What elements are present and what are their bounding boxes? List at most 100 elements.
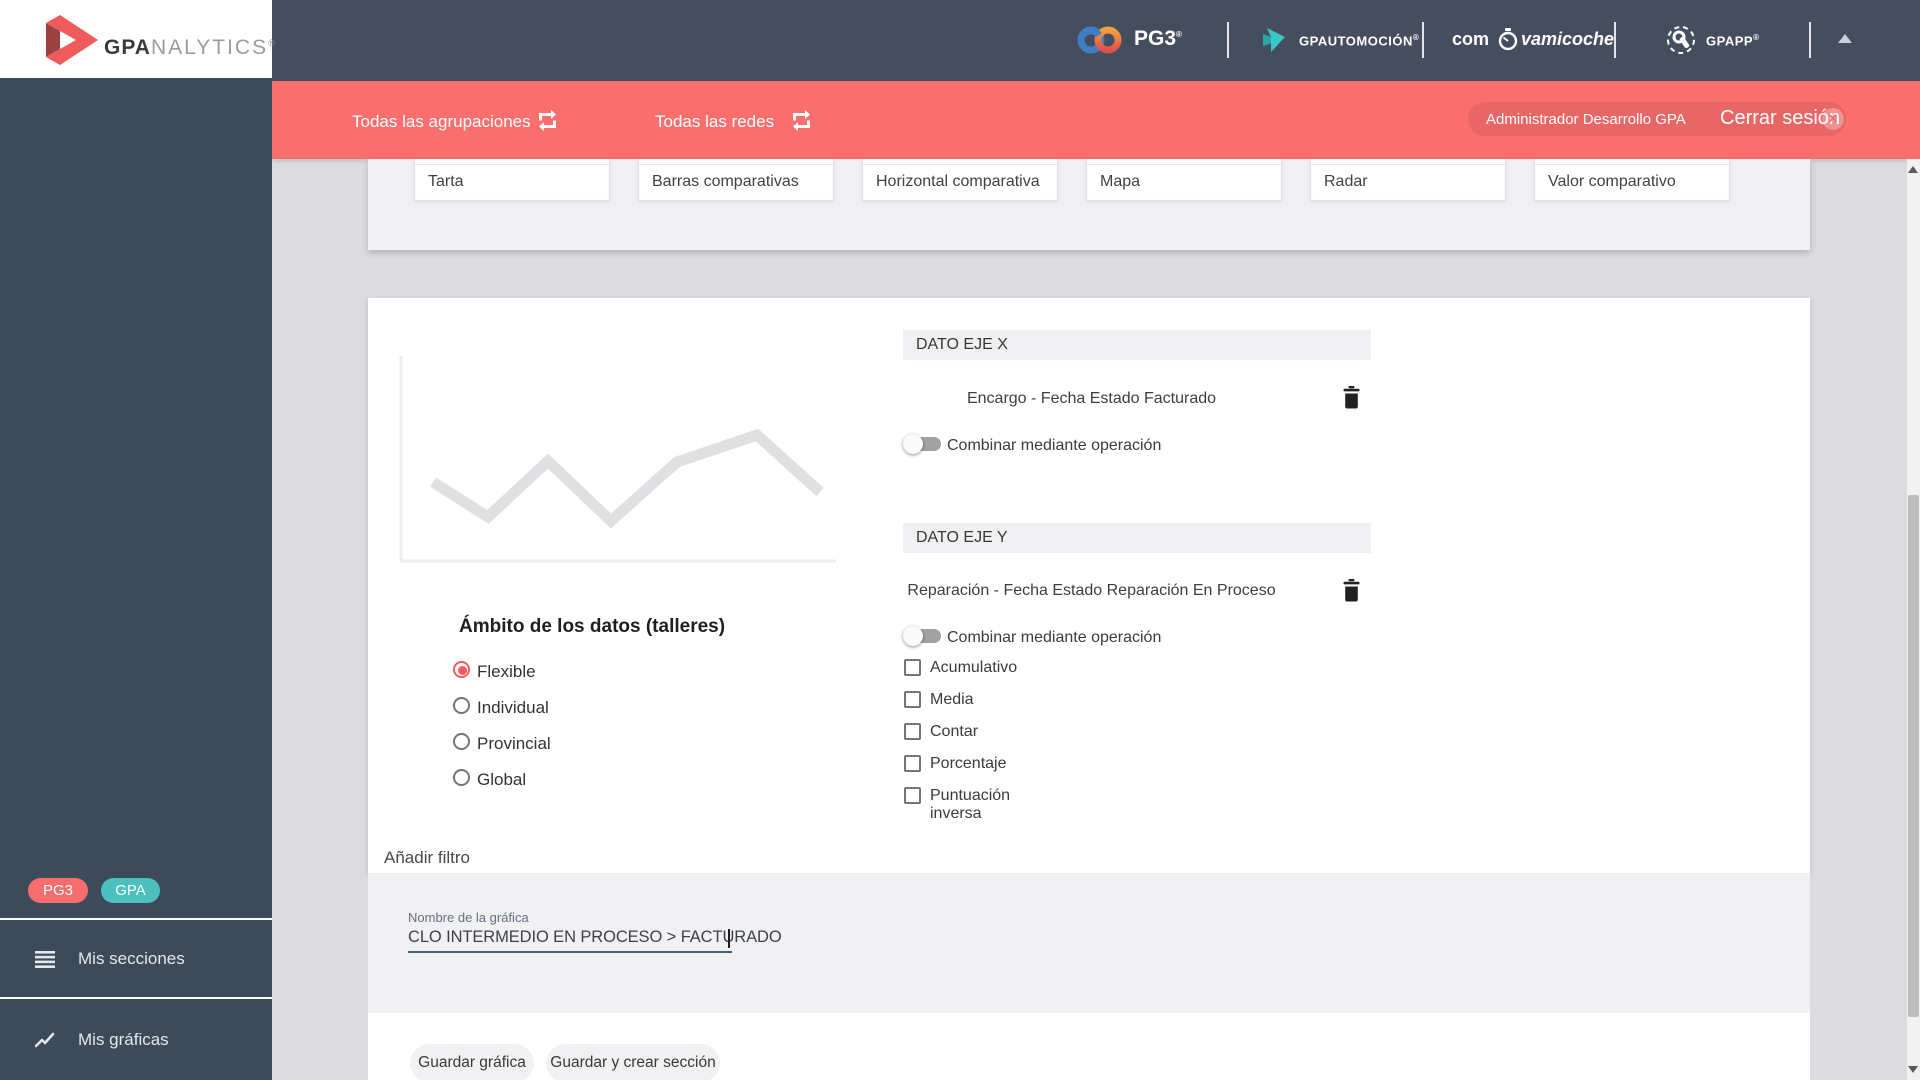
brand-reg: ® — [268, 38, 276, 48]
groupings-selector[interactable]: Todas las agrupaciones — [352, 112, 531, 131]
brand-light-text: NALYTICS — [150, 36, 269, 59]
gpapp-label[interactable]: GPAPP® — [1706, 33, 1759, 48]
card-label: Horizontal comparativa — [876, 173, 1040, 190]
gpanalytics-logo-icon — [46, 15, 100, 70]
swap-networks-icon[interactable] — [790, 110, 813, 136]
logout-button[interactable]: Cerrar sesión — [1720, 107, 1841, 129]
chart-name-section: Nombre de la gráfica CLO INTERMEDIO EN P… — [368, 873, 1810, 1013]
chart-type-card-tarta[interactable]: Tarta — [414, 159, 610, 201]
pg3-logo-icon[interactable] — [1077, 23, 1123, 62]
axis-y-combine-toggle[interactable] — [903, 626, 943, 646]
scrollbar-thumb[interactable] — [1908, 495, 1919, 1017]
sidebar-item-mis-secciones[interactable]: Mis secciones — [0, 920, 272, 997]
radio-individual[interactable] — [453, 697, 470, 714]
comprova-com-text: com — [1452, 29, 1490, 49]
sidebar-item-label: Mis gráficas — [78, 1030, 169, 1049]
user-session-pill: Administrador Desarrollo GPA Cerrar sesi… — [1468, 102, 1846, 136]
brand-logo-text: GPANALYTICS® — [104, 36, 276, 60]
trend-chart-icon — [34, 1032, 55, 1053]
swap-groupings-icon[interactable] — [536, 110, 559, 136]
axis-y-delete-trash-icon[interactable] — [1343, 579, 1360, 602]
line-chart-preview-icon — [399, 350, 839, 570]
brand-logo-box[interactable]: GPANALYTICS® — [0, 0, 275, 78]
radio-provincial[interactable] — [453, 733, 470, 750]
radio-global[interactable] — [453, 769, 470, 786]
vertical-scrollbar[interactable] — [1907, 159, 1920, 1080]
axis-x-combine-toggle[interactable] — [903, 434, 943, 454]
top-header — [0, 0, 1920, 81]
axis-x-select[interactable]: Encargo - Fecha Estado Facturado — [966, 390, 1217, 407]
checkbox-contar[interactable] — [904, 723, 921, 740]
pg3-label[interactable]: PG3® — [1134, 27, 1182, 51]
scroll-up-arrow-icon[interactable] — [1908, 166, 1918, 173]
gpapp-logo-icon[interactable] — [1666, 25, 1696, 60]
gpautomocion-logo-icon[interactable] — [1261, 26, 1289, 59]
card-label: Radar — [1324, 173, 1368, 190]
collapse-header-arrow-icon[interactable] — [1838, 34, 1852, 43]
gpautomocion-text: GPAUTOMOCIÓN — [1299, 33, 1413, 49]
axis-y-header: DATO EJE Y — [903, 523, 1371, 553]
logout-x-icon[interactable]: ✕ — [1822, 108, 1844, 130]
axis-x-delete-trash-icon[interactable] — [1343, 386, 1360, 409]
gpautomocion-reg: ® — [1412, 33, 1420, 42]
networks-selector[interactable]: Todas las redes — [655, 112, 775, 131]
checkbox-porcentaje[interactable] — [904, 755, 921, 772]
header-separator — [1809, 22, 1811, 58]
chart-type-card-horizontal[interactable]: Horizontal comparativa — [862, 159, 1058, 201]
gpautomocion-label[interactable]: GPAUTOMOCIÓN® — [1299, 33, 1419, 48]
checkbox-acumulativo[interactable] — [904, 659, 921, 676]
checkbox-media[interactable] — [904, 691, 921, 708]
card-divider — [1087, 164, 1281, 165]
chart-type-card-radar[interactable]: Radar — [1310, 159, 1506, 201]
pg3-reg: ® — [1176, 30, 1182, 39]
header-separator — [1614, 22, 1616, 58]
chart-name-input[interactable]: CLO INTERMEDIO EN PROCESO > FACTURADO — [408, 928, 782, 946]
comprova-vamicoche-text: vamicoche — [1521, 29, 1615, 49]
chart-type-card-valor[interactable]: Valor comparativo — [1534, 159, 1730, 201]
gpapp-text: GPAPP — [1706, 33, 1754, 49]
chart-type-card-mapa[interactable]: Mapa — [1086, 159, 1282, 201]
pg3-text: PG3 — [1134, 27, 1177, 50]
axis-y-select[interactable]: Reparación - Fecha Estado Reparación En … — [907, 582, 1276, 599]
checkbox-puntuacion-inversa[interactable] — [904, 787, 921, 804]
sidebar-item-label: Mis secciones — [78, 949, 185, 968]
card-label: Tarta — [428, 173, 464, 190]
sidebar: PG3 GPA Mis secciones Mis gráficas — [0, 78, 272, 1080]
chart-type-card-barras[interactable]: Barras comparativas — [638, 159, 834, 201]
sidebar-divider — [0, 997, 272, 999]
axis-x-combine-label: Combinar mediante operación — [947, 437, 1162, 454]
input-underline — [408, 951, 732, 953]
chart-config-panel: Ámbito de los datos (talleres) Flexible … — [368, 298, 1810, 873]
card-divider — [415, 164, 609, 165]
filter-bar: Todas las agrupaciones Todas las redes A… — [272, 81, 1920, 159]
chart-type-panel: Tarta Barras comparativas Horizontal com… — [368, 159, 1810, 250]
checkbox-label: Puntuación inversa — [930, 787, 1011, 822]
user-name: Administrador Desarrollo GPA — [1486, 111, 1686, 128]
comprovamicoche-label-2[interactable]: vamicoche — [1521, 29, 1614, 50]
save-chart-button[interactable]: Guardar gráfica — [410, 1044, 534, 1080]
scroll-down-arrow-icon[interactable] — [1908, 1066, 1918, 1073]
checkbox-label: Contar — [930, 723, 979, 740]
axis-x-header: DATO EJE X — [903, 330, 1371, 360]
text-cursor — [728, 929, 730, 948]
radio-label: Individual — [477, 698, 549, 717]
toggle-knob — [903, 626, 923, 646]
scope-title: Ámbito de los datos (talleres) — [459, 616, 726, 637]
radio-label: Provincial — [477, 734, 551, 753]
save-and-create-section-button[interactable]: Guardar y crear sección — [546, 1044, 720, 1080]
card-label: Valor comparativo — [1548, 173, 1676, 190]
checkbox-label: Media — [930, 691, 974, 708]
sidebar-badge-gpa[interactable]: GPA — [101, 878, 160, 903]
add-filter-link[interactable]: Añadir filtro — [384, 848, 470, 867]
chart-name-label: Nombre de la gráfica — [408, 910, 529, 925]
sidebar-item-mis-graficas[interactable]: Mis gráficas — [0, 999, 272, 1080]
card-label: Mapa — [1100, 173, 1141, 190]
sidebar-badge-pg3[interactable]: PG3 — [28, 878, 88, 903]
radio-label: Global — [477, 770, 527, 789]
card-divider — [1311, 164, 1505, 165]
gpapp-reg: ® — [1753, 33, 1760, 42]
comprovamicoche-label[interactable]: com — [1452, 29, 1489, 50]
radio-flexible[interactable] — [453, 661, 470, 678]
card-divider — [639, 164, 833, 165]
